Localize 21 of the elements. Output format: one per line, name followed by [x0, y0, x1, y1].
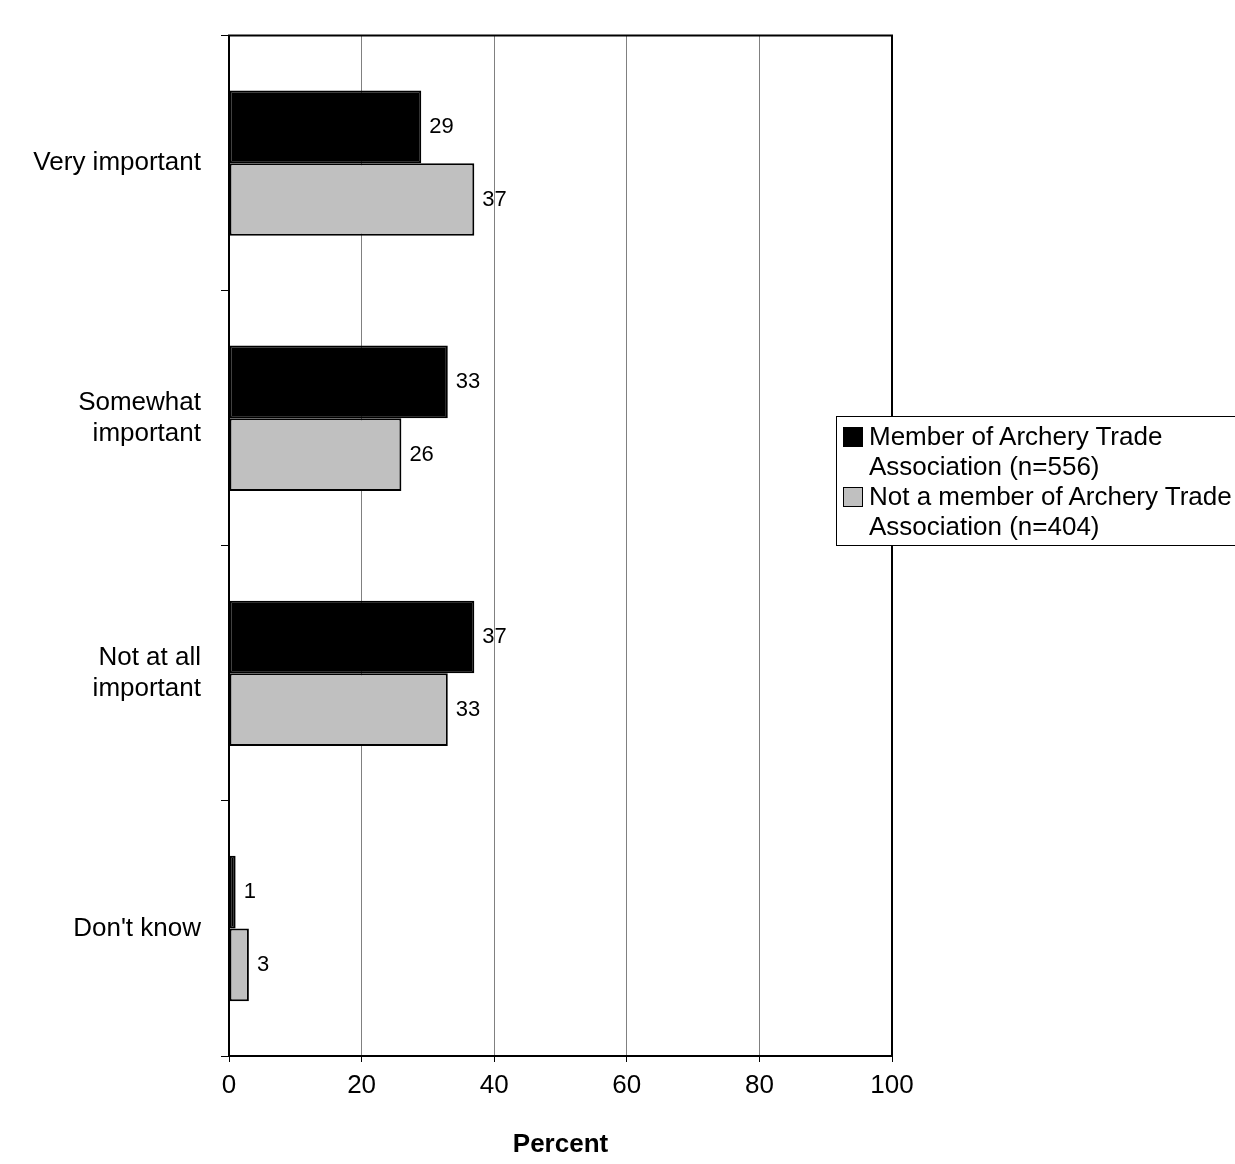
data-label: 1 — [243, 878, 256, 904]
x-tick-label: 60 — [612, 1068, 642, 1099]
data-label: 3 — [256, 950, 270, 976]
y-tick-label: Not at all important — [92, 640, 202, 703]
x-tick-label: 40 — [479, 1068, 509, 1099]
data-label: 33 — [455, 367, 481, 393]
y-tick-label: Don't know — [73, 911, 202, 942]
x-tick-label: 20 — [347, 1068, 377, 1099]
y-tick-label: Very important — [33, 146, 202, 177]
x-tick-label: 100 — [870, 1068, 914, 1099]
x-tick-label: 0 — [221, 1068, 237, 1099]
data-label: 33 — [455, 695, 481, 721]
legend-label: Member of Archery Trade Association (n=556) — [869, 421, 1164, 481]
data-label: 26 — [409, 440, 434, 466]
y-tick-label: Somewhat important — [78, 385, 202, 448]
data-label: 29 — [429, 112, 454, 138]
x-axis-title: Percent — [512, 1127, 609, 1158]
data-label: 37 — [482, 185, 507, 211]
x-tick-label: 80 — [744, 1068, 774, 1099]
legend-label: Not a member of Archery Trade Association (n=404) — [869, 481, 1233, 541]
data-label: 37 — [482, 623, 507, 649]
